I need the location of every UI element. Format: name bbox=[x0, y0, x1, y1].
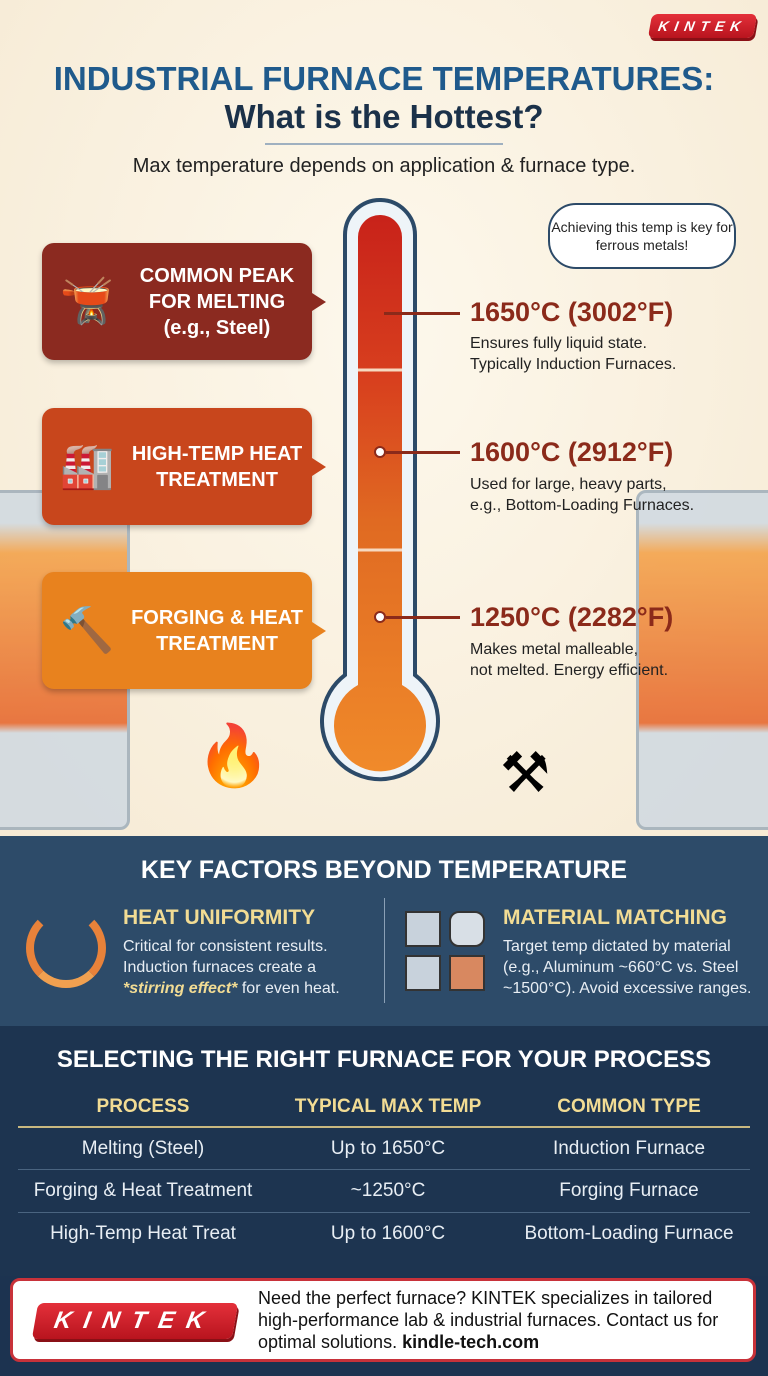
footer-text: Need the perfect furnace? KINTEK special… bbox=[258, 1287, 748, 1353]
table-cell: ~1250°C bbox=[350, 1180, 426, 1201]
thought-bubble: Achieving this temp is key for ferrous m… bbox=[548, 203, 736, 269]
heat-uniformity-text: Critical for consistent results. Inducti… bbox=[123, 936, 383, 999]
leader-line-1600 bbox=[386, 451, 460, 454]
title-divider bbox=[265, 143, 503, 145]
table-cell: High-Temp Heat Treat bbox=[50, 1223, 236, 1244]
header-temp: TYPICAL MAX TEMP bbox=[294, 1096, 482, 1117]
tier-label: HIGH-TEMP HEAT TREATMENT bbox=[131, 442, 303, 491]
section-divider bbox=[384, 898, 385, 1003]
desc-1600-1: Used for large, heavy parts, bbox=[470, 476, 667, 493]
header-type: COMMON TYPE bbox=[557, 1096, 701, 1117]
material-matching-heading: MATERIAL MATCHING bbox=[503, 906, 727, 929]
tier-label: FORGING & HEAT TREATMENT bbox=[131, 606, 303, 655]
title-line-2: What is the Hottest? bbox=[224, 98, 544, 135]
marker-1600 bbox=[374, 446, 386, 458]
hammer-icon: 🔨 bbox=[59, 606, 115, 655]
text-line: (e.g., Aluminum ~660°C vs. Steel bbox=[503, 959, 739, 976]
leader-line-1250 bbox=[386, 616, 460, 619]
footer-cta: KINTEK Need the perfect furnace? KINTEK … bbox=[10, 1278, 756, 1362]
desc-1650-2: Typically Induction Furnaces. bbox=[470, 356, 677, 373]
swirl-icon bbox=[26, 908, 106, 988]
table-row: Melting (Steel) Up to 1650°C Induction F… bbox=[18, 1126, 750, 1169]
tier-label: COMMON PEAK FOR MELTING (e.g., Steel) bbox=[139, 264, 295, 339]
furnace-selection-table: SELECTING THE RIGHT FURNACE FOR YOUR PRO… bbox=[0, 1026, 768, 1276]
desc-1250-2: not melted. Energy efficient. bbox=[470, 662, 669, 679]
tier-card-melting: 🫕 COMMON PEAK FOR MELTING (e.g., Steel) bbox=[42, 243, 326, 360]
heat-uniformity-heading: HEAT UNIFORMITY bbox=[123, 906, 316, 929]
header-process: PROCESS bbox=[96, 1096, 190, 1117]
material-matching-text: Target temp dictated by material (e.g., … bbox=[503, 936, 768, 999]
table-cell: Forging & Heat Treatment bbox=[33, 1180, 253, 1201]
text: for even heat. bbox=[237, 980, 340, 997]
thermometer-mercury bbox=[334, 215, 426, 772]
tier-card-high-temp: 🏭 HIGH-TEMP HEAT TREATMENT bbox=[42, 408, 326, 525]
metal-bars-icon bbox=[405, 911, 485, 991]
temp-1650: 1650°C (3002°F) bbox=[470, 297, 674, 327]
text-line: Induction furnaces create a bbox=[123, 959, 317, 976]
kintek-logo-footer: KINTEK bbox=[31, 1303, 239, 1339]
subtitle: Max temperature depends on application &… bbox=[132, 155, 636, 177]
marker-1250 bbox=[374, 611, 386, 623]
desc-1600-2: e.g., Bottom-Loading Furnaces. bbox=[470, 497, 695, 514]
emphasis: *stirring effect* bbox=[123, 980, 238, 997]
leader-line-1650 bbox=[384, 312, 460, 315]
table-cell: Up to 1650°C bbox=[330, 1138, 446, 1159]
text-line: Target temp dictated by material bbox=[503, 938, 731, 955]
table-cell: Induction Furnace bbox=[552, 1138, 706, 1159]
temp-1600: 1600°C (2912°F) bbox=[470, 437, 674, 467]
desc-1650-1: Ensures fully liquid state. bbox=[470, 335, 647, 352]
website-link[interactable]: kindle-tech.com bbox=[402, 1332, 540, 1352]
text-line: ~1500°C). Avoid excessive ranges. bbox=[503, 980, 752, 997]
key-factors-title: KEY FACTORS BEYOND TEMPERATURE bbox=[140, 856, 628, 884]
desc-1250-1: Makes metal malleable, bbox=[470, 641, 639, 658]
kintek-logo: KINTEK bbox=[647, 14, 758, 38]
table-row: Forging & Heat Treatment ~1250°C Forging… bbox=[18, 1169, 750, 1212]
table-cell: Up to 1600°C bbox=[330, 1223, 446, 1244]
background-furnace-right bbox=[636, 490, 768, 830]
ladle-pour-icon: 🫕 bbox=[59, 277, 115, 326]
temp-1250: 1250°C (2282°F) bbox=[470, 602, 674, 632]
table-cell: Melting (Steel) bbox=[81, 1138, 205, 1159]
tier-card-forging: 🔨 FORGING & HEAT TREATMENT bbox=[42, 572, 326, 689]
table-cell: Forging Furnace bbox=[559, 1180, 699, 1201]
title-line-1: INDUSTRIAL FURNACE TEMPERATURES: bbox=[53, 60, 715, 97]
stove-icon: 🔥 bbox=[196, 722, 271, 789]
furnace-chamber-icon: 🏭 bbox=[59, 442, 115, 491]
thermometer bbox=[320, 198, 440, 782]
anvil-icon: ⚒ bbox=[500, 741, 551, 804]
text-line: Critical for consistent results. bbox=[123, 938, 328, 955]
footer-message: Need the perfect furnace? KINTEK special… bbox=[258, 1288, 719, 1352]
table-row: High-Temp Heat Treat Up to 1600°C Bottom… bbox=[18, 1212, 750, 1255]
table-cell: Bottom-Loading Furnace bbox=[524, 1223, 734, 1244]
table-title: SELECTING THE RIGHT FURNACE FOR YOUR PRO… bbox=[56, 1046, 712, 1073]
text-line: *stirring effect* for even heat. bbox=[123, 978, 383, 999]
key-factors-section: KEY FACTORS BEYOND TEMPERATURE HEAT UNIF… bbox=[0, 836, 768, 1026]
